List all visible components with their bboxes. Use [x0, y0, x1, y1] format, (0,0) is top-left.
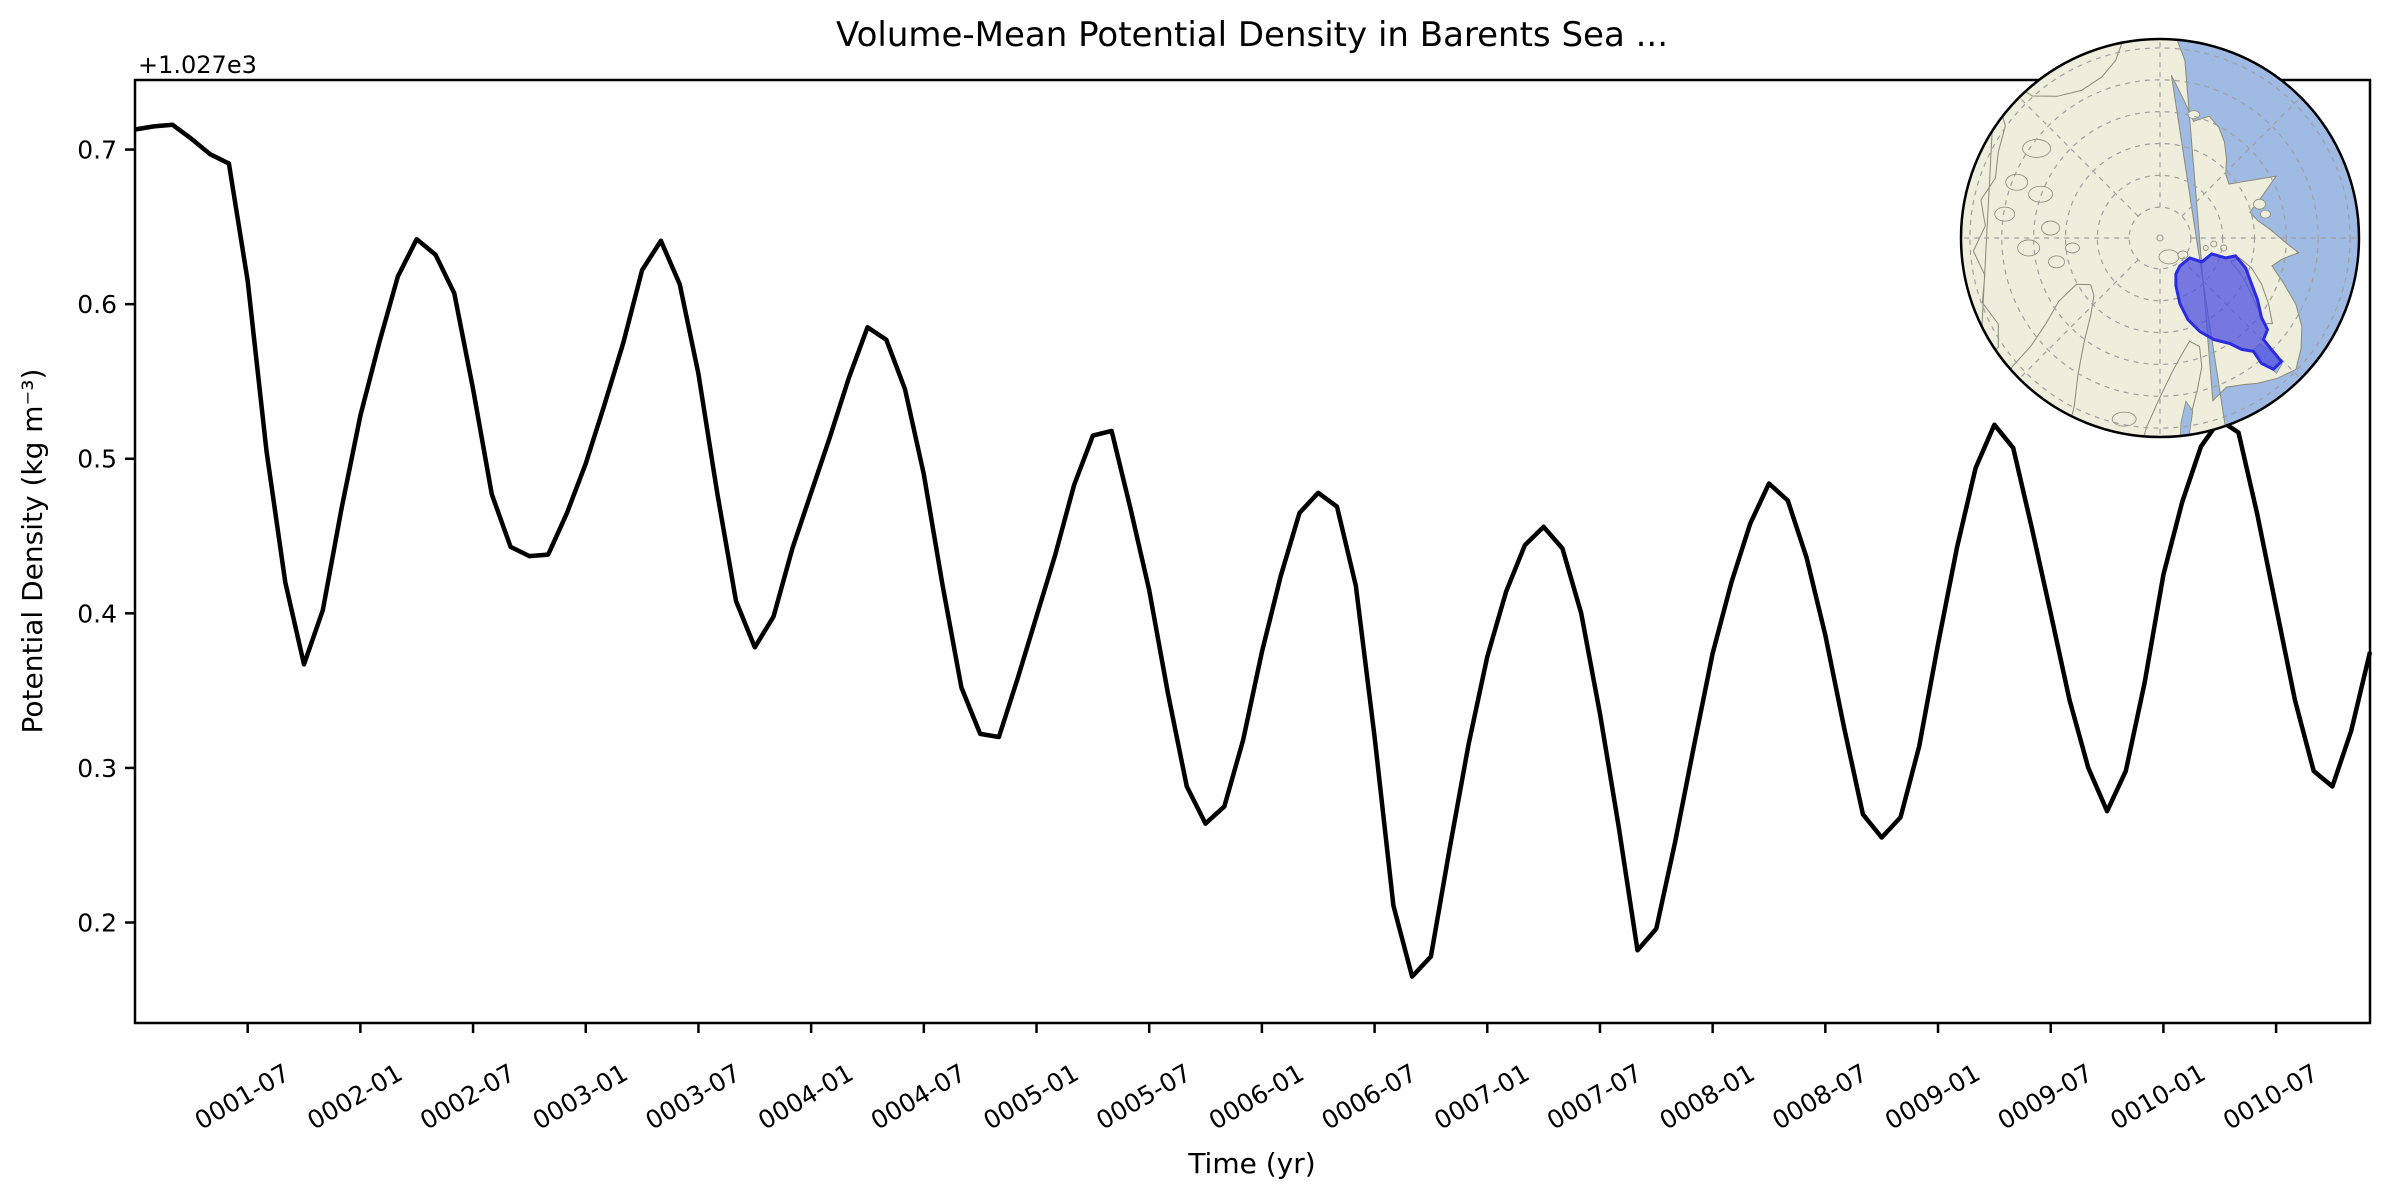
map-island [2065, 242, 2080, 254]
x-tick-label: 0007-01 [1429, 1058, 1534, 1135]
map-meridian [2018, 96, 2139, 217]
y-tick-label: 0.7 [77, 136, 117, 165]
y-tick-label: 0.6 [77, 290, 117, 319]
x-axis-label: Time (yr) [1187, 1147, 1315, 1180]
x-tick-label: 0010-01 [2105, 1058, 2210, 1135]
barents-sea-region [2174, 252, 2283, 371]
x-tick-label: 0009-01 [1880, 1058, 1985, 1135]
plot-spines [133, 78, 2372, 1025]
y-tick-label: 0.2 [77, 909, 117, 938]
x-tick-label: 0007-07 [1542, 1058, 1647, 1135]
x-tick-label: 0006-01 [1204, 1058, 1309, 1135]
x-tick-label: 0008-01 [1655, 1058, 1760, 1135]
map-island [1994, 206, 2016, 222]
map-island [2111, 411, 2137, 427]
map-border [1959, 37, 2361, 439]
x-tick-label: 0003-01 [528, 1058, 633, 1135]
map-meridian [2018, 259, 2139, 380]
x-tick-label: 0004-01 [753, 1058, 858, 1135]
map-island [2041, 220, 2060, 236]
map-pole-marker [2156, 234, 2164, 242]
y-tick-label: 0.3 [77, 754, 117, 783]
y-tick-label: 0.4 [77, 599, 117, 628]
map-island [2017, 239, 2041, 257]
map-landmass [1972, 88, 2006, 371]
x-tick-label: 0005-07 [1091, 1058, 1196, 1135]
y-axis-label: Potential Density (kg m⁻³) [16, 369, 49, 734]
y-tick-label: 0.5 [77, 445, 117, 474]
map-parallel [2033, 111, 2287, 365]
y-axis-offset-label: +1.027e3 [138, 51, 257, 79]
x-tick-label: 0002-01 [302, 1058, 407, 1135]
map-contents [1961, 39, 2359, 437]
map-island [2158, 249, 2180, 265]
x-tick-label: 0010-07 [2218, 1058, 2323, 1135]
inset-map [1959, 37, 2361, 439]
map-island [2005, 173, 2029, 191]
map-island [2260, 209, 2271, 219]
map-island [2028, 185, 2053, 203]
x-tick-label: 0002-07 [415, 1058, 520, 1135]
map-parallel [1969, 47, 2351, 429]
map-meridian [2181, 96, 2302, 217]
x-tick-label: 0006-07 [1317, 1058, 1422, 1135]
x-tick-label: 0004-07 [866, 1058, 971, 1135]
x-tick-label: 0005-01 [979, 1058, 1084, 1135]
x-tick-label: 0001-07 [190, 1058, 295, 1135]
map-island [2202, 245, 2209, 251]
map-island [2022, 139, 2052, 158]
x-tick-label: 0008-07 [1767, 1058, 1872, 1135]
map-island [2177, 250, 2189, 260]
map-parallel [2001, 79, 2319, 397]
map-island [2210, 240, 2218, 248]
x-tick-label: 0003-07 [640, 1058, 745, 1135]
density-line [134, 122, 2373, 979]
map-island [2048, 255, 2065, 269]
chart-title: Volume-Mean Potential Density in Barents… [836, 15, 1668, 55]
map-island [2253, 198, 2266, 210]
x-tick-label: 0009-07 [1993, 1058, 2098, 1135]
